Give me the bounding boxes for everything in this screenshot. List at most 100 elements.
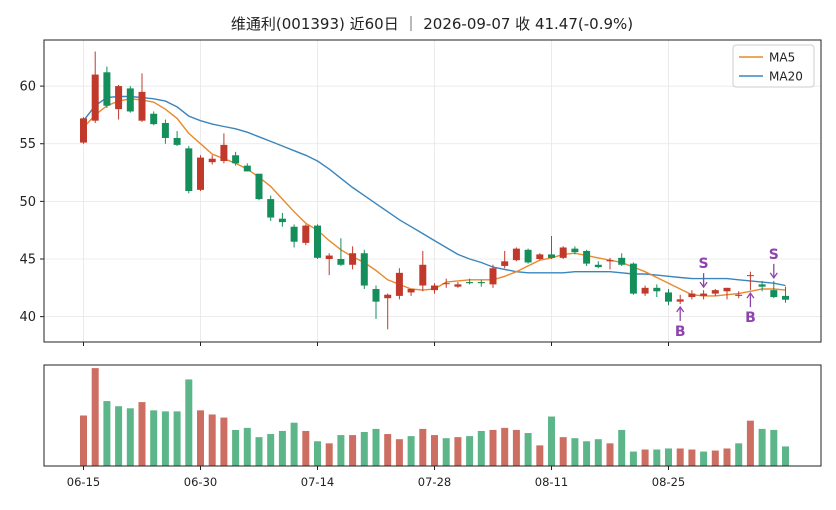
x-tick-label: 07-28 bbox=[418, 475, 451, 489]
volume-bar bbox=[735, 443, 743, 466]
volume-bar bbox=[758, 428, 766, 466]
volume-bar bbox=[232, 429, 240, 466]
candle-body bbox=[255, 173, 263, 200]
volume-axes: 06-15 06-30 07-14 07-28 08-11 08-25 bbox=[43, 364, 822, 489]
price-frame bbox=[43, 39, 822, 343]
candle-body bbox=[290, 226, 298, 242]
x-tick-label: 07-14 bbox=[301, 475, 334, 489]
x-tick-label: 06-15 bbox=[67, 475, 100, 489]
buy-arrow-head bbox=[746, 291, 755, 299]
candle-body bbox=[232, 155, 240, 164]
candle-body bbox=[688, 293, 696, 298]
volume-bar bbox=[208, 414, 216, 466]
x-tick-label: 08-11 bbox=[535, 475, 568, 489]
volume-bar bbox=[489, 429, 497, 466]
volume-bar bbox=[138, 402, 146, 466]
candle-body bbox=[711, 290, 719, 294]
candle-body bbox=[442, 283, 450, 285]
volume-bar bbox=[676, 448, 684, 466]
price-axes: 40 45 50 55 60 bbox=[19, 39, 822, 346]
volume-bar bbox=[501, 427, 509, 466]
volume-bar bbox=[243, 427, 251, 466]
volume-bar bbox=[770, 429, 778, 466]
volume-bar bbox=[80, 415, 87, 466]
chart-title: 维通利(001393) 近60日 ｜ 2026-09-07 收 41.47(-0… bbox=[231, 15, 633, 33]
volume-bar bbox=[419, 428, 427, 466]
candle-body bbox=[115, 86, 123, 110]
candle-body bbox=[723, 287, 731, 292]
candle-body bbox=[583, 250, 591, 264]
legend-label: MA20 bbox=[769, 70, 803, 84]
legend-label: MA5 bbox=[769, 51, 795, 65]
volume-bar bbox=[559, 437, 567, 466]
candle-body bbox=[454, 284, 462, 287]
sell-arrow-head bbox=[769, 272, 778, 280]
candle-body bbox=[665, 292, 672, 302]
y-tick-label: 40 bbox=[19, 310, 36, 325]
volume-bar bbox=[618, 429, 626, 466]
candle-body bbox=[548, 254, 555, 258]
volume-bar bbox=[512, 429, 520, 466]
candle-body bbox=[314, 225, 321, 258]
volume-bar bbox=[571, 438, 579, 466]
candle-body bbox=[384, 294, 392, 299]
y-tick-label: 55 bbox=[19, 137, 36, 152]
volume-bar bbox=[548, 416, 555, 466]
volume-bar bbox=[606, 443, 614, 466]
x-tick-label: 08-25 bbox=[652, 475, 685, 489]
candle-body bbox=[606, 260, 614, 262]
volume-bar bbox=[466, 436, 474, 466]
volume-bar bbox=[197, 410, 204, 466]
buy-label: B bbox=[745, 310, 756, 326]
volume-frame bbox=[43, 364, 822, 467]
buy-marker: B bbox=[675, 305, 686, 340]
candle-body bbox=[431, 285, 438, 291]
sell-label: S bbox=[699, 256, 709, 272]
volume-bar bbox=[255, 437, 263, 466]
candle-body bbox=[524, 249, 532, 263]
candle-body bbox=[126, 88, 134, 112]
volume-bar bbox=[700, 451, 708, 466]
volume-bar bbox=[594, 439, 602, 466]
sell-marker: S bbox=[699, 256, 709, 289]
volume-bar bbox=[220, 417, 228, 466]
x-tick-label: 06-30 bbox=[184, 475, 217, 489]
volume-bar bbox=[325, 443, 333, 466]
volume-bar bbox=[536, 445, 544, 466]
volume-bars bbox=[80, 368, 789, 466]
candle-body bbox=[208, 158, 216, 163]
buy-marker: B bbox=[745, 291, 756, 326]
candle-body bbox=[337, 259, 345, 265]
volume-bar bbox=[278, 430, 286, 466]
candle-body bbox=[302, 225, 310, 243]
candle-body bbox=[700, 293, 708, 296]
volume-bar bbox=[442, 438, 450, 466]
candle-body bbox=[477, 282, 485, 284]
y-tick-label: 60 bbox=[19, 80, 36, 95]
candle-body bbox=[536, 254, 544, 260]
candle-body bbox=[735, 294, 743, 296]
volume-bar bbox=[115, 406, 123, 466]
volume-bar bbox=[641, 449, 649, 466]
candle-body bbox=[80, 118, 87, 143]
volume-bar bbox=[314, 441, 321, 466]
volume-bar bbox=[653, 449, 661, 466]
volume-bar bbox=[431, 435, 438, 466]
candle-body bbox=[197, 157, 204, 190]
volume-bar bbox=[711, 450, 719, 466]
volume-bar bbox=[267, 434, 275, 466]
candle-body bbox=[360, 253, 368, 286]
volume-bar bbox=[150, 410, 158, 466]
volume-bar bbox=[173, 411, 181, 466]
candle-body bbox=[419, 264, 427, 286]
candle-body bbox=[676, 299, 684, 302]
candle-body bbox=[618, 257, 626, 265]
candle-body bbox=[243, 165, 251, 172]
candle-body bbox=[395, 272, 403, 296]
candle-body bbox=[220, 144, 228, 162]
volume-bar bbox=[629, 451, 637, 466]
ma20-line bbox=[82, 95, 786, 287]
volume-bar bbox=[126, 408, 134, 466]
